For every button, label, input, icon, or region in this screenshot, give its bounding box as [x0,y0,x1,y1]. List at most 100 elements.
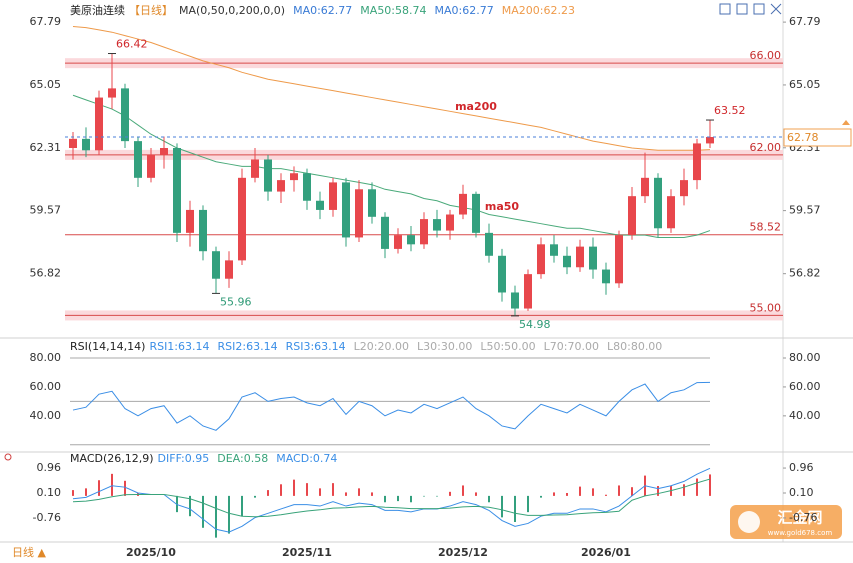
candle-body [472,193,480,233]
candle-body [277,180,285,192]
series-label: ma50 [485,200,520,213]
candle-body [563,255,571,268]
settings-icon[interactable] [4,453,12,461]
y-tick-label: -0.76 [789,511,817,524]
candle-body [433,219,441,231]
candle-body [550,244,558,256]
macd-line [72,478,711,518]
candle-body [212,251,220,279]
candle-body [446,214,454,231]
watermark-text: 汇金网 [777,509,822,527]
candle-body [420,219,428,245]
extreme-label: 54.98 [519,318,551,331]
rsi-line [72,381,711,431]
legend-item: MA0:62.77 [435,4,494,17]
close-icon[interactable] [770,3,782,15]
extreme-label: 66.42 [116,38,148,51]
extreme-label: 63.52 [714,104,746,117]
period-label: 【日线】 [129,3,173,17]
legend-item: L70:70.00 [544,340,599,353]
y-tick-label: 0.96 [37,461,62,474]
watermark-logo [738,511,760,533]
level-label: 62.00 [750,141,782,154]
candle-body [134,141,142,178]
watermark: 汇金网 www.gold678.com [730,505,842,539]
panel-title: 美原油连续 [70,3,125,17]
icon[interactable] [719,3,731,15]
candle-body [121,88,129,142]
y-tick-label: 0.10 [789,486,814,499]
y-tick-label: 65.05 [789,78,821,91]
icon[interactable] [753,3,765,15]
watermark-box [730,505,842,539]
y-tick-label: 67.79 [30,15,62,28]
candle-body [667,196,675,229]
x-tick-label: 2026/01 [581,546,631,559]
candle-body [524,274,532,309]
candle-body [95,97,103,151]
candle-body [303,173,311,201]
x-tick-label: 2025/12 [438,546,488,559]
candle-body [329,182,337,210]
candle-body [381,216,389,249]
candle-body [641,177,649,197]
x-tick-label: 2025/10 [126,546,176,559]
legend-item: MA50:58.74 [360,4,426,17]
level-label: 58.52 [750,221,782,234]
last-price-arrow [842,120,850,125]
y-tick-label: 67.79 [789,15,821,28]
period-switch[interactable]: 日线 ▲ [12,545,46,559]
y-tick-label: 0.10 [37,486,62,499]
candle-body [186,209,194,233]
watermark-url: www.gold678.com [768,529,833,537]
level-label: 66.00 [750,49,782,62]
candle-body [628,196,636,236]
candle-body [394,235,402,249]
legend-item: DEA:0.58 [217,452,268,465]
legend-item: MACD:0.74 [276,452,337,465]
candle-body [147,154,155,178]
legend-item: MA200:62.23 [502,4,575,17]
legend-item: L30:30.00 [417,340,472,353]
candle-body [459,193,467,215]
y-tick-label: 65.05 [30,78,62,91]
y-tick-label: -0.76 [33,511,61,524]
candle-body [537,244,545,275]
y-tick-label: 56.82 [30,267,62,280]
y-tick-label: 56.82 [789,267,821,280]
candle-body [199,209,207,252]
last-price-label: 62.78 [787,131,819,144]
candle-body [238,177,246,261]
y-tick-label: 60.00 [789,380,821,393]
candle-body [342,182,350,238]
candle-body [602,269,610,284]
candle-body [160,148,168,155]
candle-body [693,143,701,181]
moving-average [72,25,711,151]
level-label: 55.00 [750,301,782,314]
candle-body [680,180,688,197]
candle-body [290,173,298,181]
series-label: ma200 [455,100,497,113]
y-tick-label: 59.57 [789,204,821,217]
legend-item: RSI1:63.14 [149,340,209,353]
candle-body [108,88,116,98]
legend-item: MA(0,50,0,200,0,0) [179,4,285,17]
candle-body [82,138,90,151]
candle-body [225,260,233,279]
legend-item: RSI3:63.14 [286,340,346,353]
y-tick-label: 60.00 [30,380,62,393]
toolbar-icons[interactable] [719,3,782,15]
legend-item: L80:80.00 [607,340,662,353]
extreme-label: 55.96 [220,295,252,308]
macd-line [72,467,711,533]
y-tick-label: 59.57 [30,204,62,217]
candle-body [706,137,714,144]
candle-body [407,235,415,245]
legend-item: RSI2:63.14 [218,340,278,353]
candle-body [485,232,493,256]
icon[interactable] [736,3,748,15]
candle-body [173,148,181,233]
